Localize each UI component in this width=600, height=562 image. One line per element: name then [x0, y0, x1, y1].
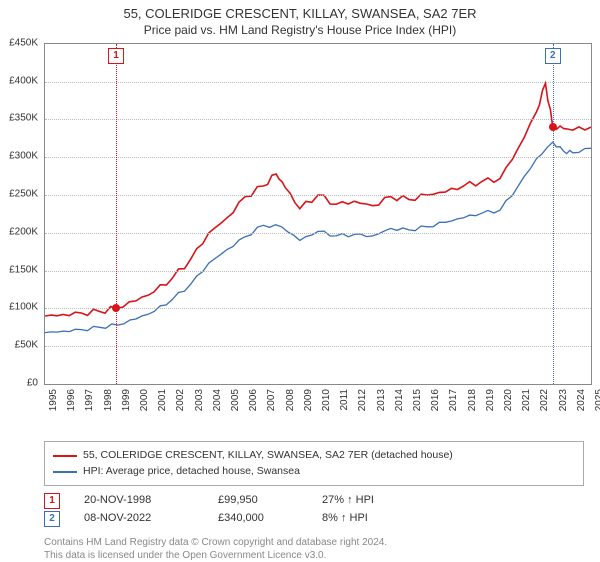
- x-tick-label: 2002: [175, 389, 186, 411]
- legend-swatch: [53, 455, 77, 457]
- row-price: £99,950: [218, 492, 298, 510]
- row-price: £340,000: [218, 510, 298, 528]
- y-tick-label: £350K: [9, 113, 38, 124]
- x-tick-label: 2014: [394, 389, 405, 411]
- x-tick-label: 2008: [285, 389, 296, 411]
- x-tick-label: 2015: [412, 389, 423, 411]
- x-tick-label: 1999: [121, 389, 132, 411]
- legend: 55, COLERIDGE CRESCENT, KILLAY, SWANSEA,…: [44, 441, 584, 487]
- legend-label: 55, COLERIDGE CRESCENT, KILLAY, SWANSEA,…: [83, 448, 453, 464]
- x-tick-label: 2021: [521, 389, 532, 411]
- x-tick-label: 2024: [576, 389, 587, 411]
- marker-box-2: 2: [545, 48, 561, 64]
- x-tick-label: 2020: [503, 389, 514, 411]
- gridline: [45, 195, 591, 196]
- row-marker-icon: 2: [44, 511, 60, 527]
- series-price_paid: [45, 83, 591, 316]
- x-tick-label: 1998: [103, 389, 114, 411]
- x-tick-label: 2000: [139, 389, 150, 411]
- x-tick-label: 2019: [485, 389, 496, 411]
- row-date: 08-NOV-2022: [84, 510, 194, 528]
- row-date: 20-NOV-1998: [84, 492, 194, 510]
- chart-container: 55, COLERIDGE CRESCENT, KILLAY, SWANSEA,…: [0, 0, 600, 560]
- gridline: [45, 346, 591, 347]
- x-tick-label: 2003: [194, 389, 205, 411]
- chart-area: £0£50K£100K£150K£200K£250K£300K£350K£400…: [44, 43, 590, 403]
- x-tick-label: 2025: [594, 389, 600, 411]
- row-delta: 27% ↑ HPI: [322, 492, 374, 510]
- table-row: 1 20-NOV-1998 £99,950 27% ↑ HPI: [44, 492, 584, 510]
- y-tick-label: £250K: [9, 189, 38, 200]
- gridline: [45, 157, 591, 158]
- x-tick-label: 2016: [430, 389, 441, 411]
- x-tick-label: 2022: [539, 389, 550, 411]
- chart-subtitle: Price paid vs. HM Land Registry's House …: [0, 23, 600, 37]
- gridline: [45, 119, 591, 120]
- row-delta: 8% ↑ HPI: [322, 510, 368, 528]
- y-tick-label: £0: [27, 377, 38, 388]
- marker-vline-2: [553, 44, 554, 384]
- marker-dot-2: [549, 123, 557, 131]
- gridline: [45, 271, 591, 272]
- marker-table: 1 20-NOV-1998 £99,950 27% ↑ HPI 2 08-NOV-2022…: [44, 492, 584, 527]
- marker-vline-1: [116, 44, 117, 384]
- line-series: [45, 44, 591, 384]
- table-row: 2 08-NOV-2022 £340,000 8% ↑ HPI: [44, 510, 584, 528]
- marker-box-1: 1: [108, 48, 124, 64]
- x-tick-label: 2010: [321, 389, 332, 411]
- y-tick-label: £50K: [15, 340, 38, 351]
- x-tick-label: 2005: [230, 389, 241, 411]
- x-tick-label: 2023: [558, 389, 569, 411]
- x-tick-label: 2017: [448, 389, 459, 411]
- x-tick-label: 2011: [339, 389, 350, 411]
- x-tick-label: 2012: [357, 389, 368, 411]
- y-tick-label: £150K: [9, 264, 38, 275]
- y-tick-label: £400K: [9, 75, 38, 86]
- footnote-line-1: Contains HM Land Registry data © Crown c…: [44, 536, 584, 549]
- plot-area: 12: [44, 43, 592, 385]
- x-tick-label: 1997: [84, 389, 95, 411]
- footnote: Contains HM Land Registry data © Crown c…: [44, 536, 584, 562]
- gridline: [45, 308, 591, 309]
- legend-row: 55, COLERIDGE CRESCENT, KILLAY, SWANSEA,…: [53, 448, 575, 464]
- legend-row: HPI: Average price, detached house, Swan…: [53, 464, 575, 480]
- x-tick-label: 2004: [212, 389, 223, 411]
- y-tick-label: £300K: [9, 151, 38, 162]
- marker-dot-1: [112, 304, 120, 312]
- gridline: [45, 82, 591, 83]
- x-tick-label: 2018: [467, 389, 478, 411]
- x-tick-label: 2013: [376, 389, 387, 411]
- row-marker-icon: 1: [44, 493, 60, 509]
- x-tick-label: 2009: [303, 389, 314, 411]
- legend-label: HPI: Average price, detached house, Swan…: [83, 464, 300, 480]
- gridline: [45, 233, 591, 234]
- x-tick-label: 1995: [48, 389, 59, 411]
- x-tick-label: 2006: [248, 389, 259, 411]
- legend-swatch: [53, 471, 77, 473]
- y-tick-label: £450K: [9, 37, 38, 48]
- x-tick-label: 1996: [66, 389, 77, 411]
- y-tick-label: £200K: [9, 226, 38, 237]
- x-axis-labels: 1995 1996 1997 1998 1999 2000 2001 2002 2003 2004…: [44, 387, 590, 427]
- chart-title: 55, COLERIDGE CRESCENT, KILLAY, SWANSEA,…: [0, 0, 600, 23]
- x-tick-label: 2001: [157, 389, 168, 411]
- x-tick-label: 2007: [266, 389, 277, 411]
- y-tick-label: £100K: [9, 302, 38, 313]
